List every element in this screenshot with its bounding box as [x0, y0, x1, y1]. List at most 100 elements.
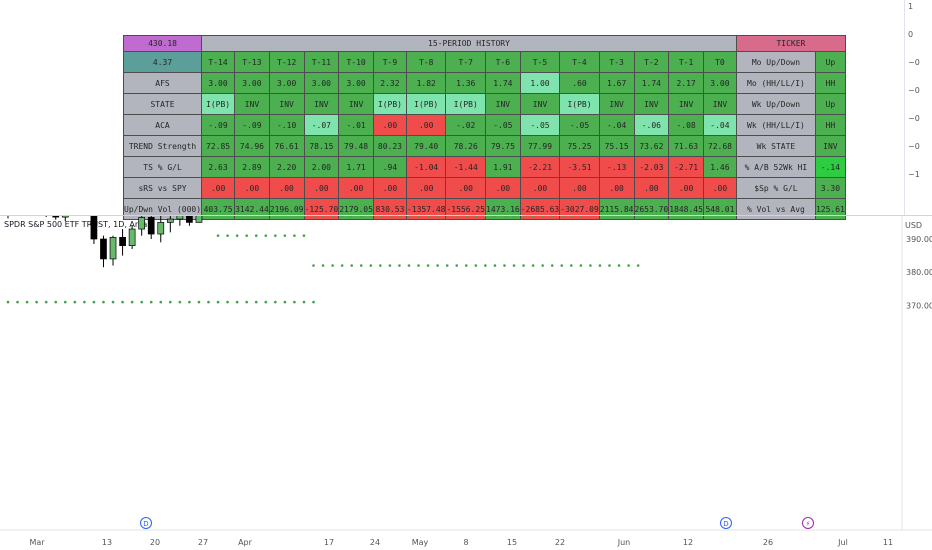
ticker-label: Wk Up/Down	[735, 93, 816, 115]
period-header-cell: T-10	[338, 51, 374, 73]
candle-body	[166, 218, 174, 223]
stop-dot-green	[598, 264, 602, 267]
candle-body	[138, 217, 146, 230]
history-cell: -.01	[338, 114, 374, 136]
history-cell: INV	[668, 93, 704, 115]
stop-dot-green	[302, 234, 306, 237]
stop-dot-green	[54, 300, 58, 304]
row-label: Up/Dwn Vol (000)	[122, 198, 203, 220]
history-cell: 1.82	[405, 72, 447, 94]
stop-dot-green	[608, 264, 611, 267]
history-cell: 78.15	[303, 135, 340, 157]
history-cell: -2.21	[519, 156, 561, 178]
period-header-cell: T-13	[234, 51, 270, 73]
stop-dot-green	[531, 264, 535, 267]
stop-dot-green	[235, 300, 239, 304]
stop-dot-green	[178, 300, 182, 304]
ticker-value: -.14	[814, 156, 846, 178]
history-cell: 2115.84	[598, 198, 635, 220]
history-cell: 1.71	[338, 156, 374, 178]
history-cell: -1.04	[405, 156, 447, 178]
history-cell: 74.96	[234, 135, 270, 157]
history-header: 15-PERIOD HISTORY	[201, 35, 737, 52]
stop-dot-green	[379, 264, 382, 267]
stop-dot-green	[541, 216, 544, 218]
dividend-icon[interactable]	[140, 517, 152, 529]
stop-dot-green	[6, 300, 10, 304]
stop-dot-green	[235, 234, 239, 237]
history-cell: .00	[559, 177, 600, 199]
table-row: AFS 3.00 3.00 3.00 3.00 3.00 2.32 1.82 1.36 1.74 1…	[122, 72, 846, 94]
history-cell: 3142.44	[234, 198, 270, 220]
history-cell: -.04	[598, 114, 635, 136]
history-cell: .00	[633, 177, 670, 199]
ticker-label: Wk STATE	[735, 135, 816, 157]
period-header-cell: T-14	[201, 51, 236, 73]
history-cell: -.10	[268, 114, 305, 136]
stop-dot-green	[16, 300, 19, 304]
history-cell: .00	[405, 177, 447, 199]
period-header-cell: T-11	[303, 51, 340, 73]
candle-body	[90, 216, 98, 240]
stop-dot-green	[254, 234, 258, 237]
history-cell: 78.26	[445, 135, 486, 157]
candle-body	[61, 216, 69, 218]
ticker-label: $Sp % G/L	[735, 177, 816, 199]
time-axis-tick: 22	[555, 538, 565, 547]
history-cell: .00	[405, 114, 447, 136]
stop-dot-green	[426, 216, 430, 218]
stop-dot-green	[531, 216, 535, 218]
history-cell: .00	[372, 177, 407, 199]
row-label: STATE	[122, 93, 203, 115]
price-chart[interactable]: 440.00430.00420.00410.00400.00390.00380.…	[0, 216, 932, 550]
stop-dot-green	[579, 216, 583, 218]
history-cell: 2653.70	[633, 198, 670, 220]
stop-dot-green	[331, 216, 334, 218]
history-cell: 403.75	[201, 198, 236, 220]
period-header-cell: T-9	[372, 51, 407, 73]
stop-dot-green	[369, 264, 373, 267]
ticker-value: INV	[814, 135, 846, 157]
history-cell: 1.67	[598, 72, 635, 94]
history-cell: -.05	[519, 114, 561, 136]
ticker-label: % A/B 52Wk HI	[735, 156, 816, 178]
history-cell: .00	[702, 177, 737, 199]
stop-dot-green	[484, 264, 487, 267]
stop-dot-green	[293, 234, 296, 237]
stop-dot-green	[484, 216, 487, 218]
chart-title: SPDR S&P 500 ETF TRUST, 1D, Arca	[4, 220, 148, 229]
earnings-icon[interactable]	[802, 517, 814, 529]
stop-dot-green	[503, 264, 506, 267]
history-cell: INV	[519, 93, 561, 115]
stop-dot-green	[130, 300, 134, 304]
history-cell: 2.63	[201, 156, 236, 178]
history-cell: -.05	[485, 114, 521, 136]
time-axis-tick: Apr	[238, 538, 253, 547]
history-cell: -1.44	[445, 156, 486, 178]
stop-dot-green	[321, 264, 325, 267]
time-axis-tick: Jun	[617, 538, 631, 547]
history-cell: -.06	[633, 114, 670, 136]
history-cell: .00	[268, 177, 305, 199]
table-row: Up/Dwn Vol (000) 403.75 3142.44 2196.09 -125…	[122, 198, 846, 220]
history-cell: 548.01	[702, 198, 737, 220]
history-cell: 1.46	[702, 156, 737, 178]
time-axis-tick: 20	[150, 538, 160, 547]
table-row: sRS vs SPY .00.00.00.00.00.00.00.00.00.00…	[122, 177, 846, 199]
period-header-cell: T-1	[668, 51, 704, 73]
history-cell: INV	[338, 93, 374, 115]
time-axis-tick: 24	[370, 538, 380, 547]
currency-label[interactable]: USD	[905, 221, 923, 230]
stop-dot-green	[465, 216, 468, 218]
stop-dot-green	[226, 300, 229, 304]
stop-dot-green	[426, 264, 430, 267]
stop-dot-green	[245, 300, 248, 304]
dividend-icon-glyph: D	[143, 520, 148, 528]
history-cell: -.08	[668, 114, 704, 136]
indicator-axis-tick: −0	[908, 58, 920, 67]
dividend-icon[interactable]	[720, 517, 732, 529]
stop-dot-green	[617, 264, 621, 267]
stop-dot-green	[379, 216, 382, 218]
indicator-axis-tick: −1	[908, 170, 920, 179]
history-cell: 3.00	[201, 72, 236, 94]
